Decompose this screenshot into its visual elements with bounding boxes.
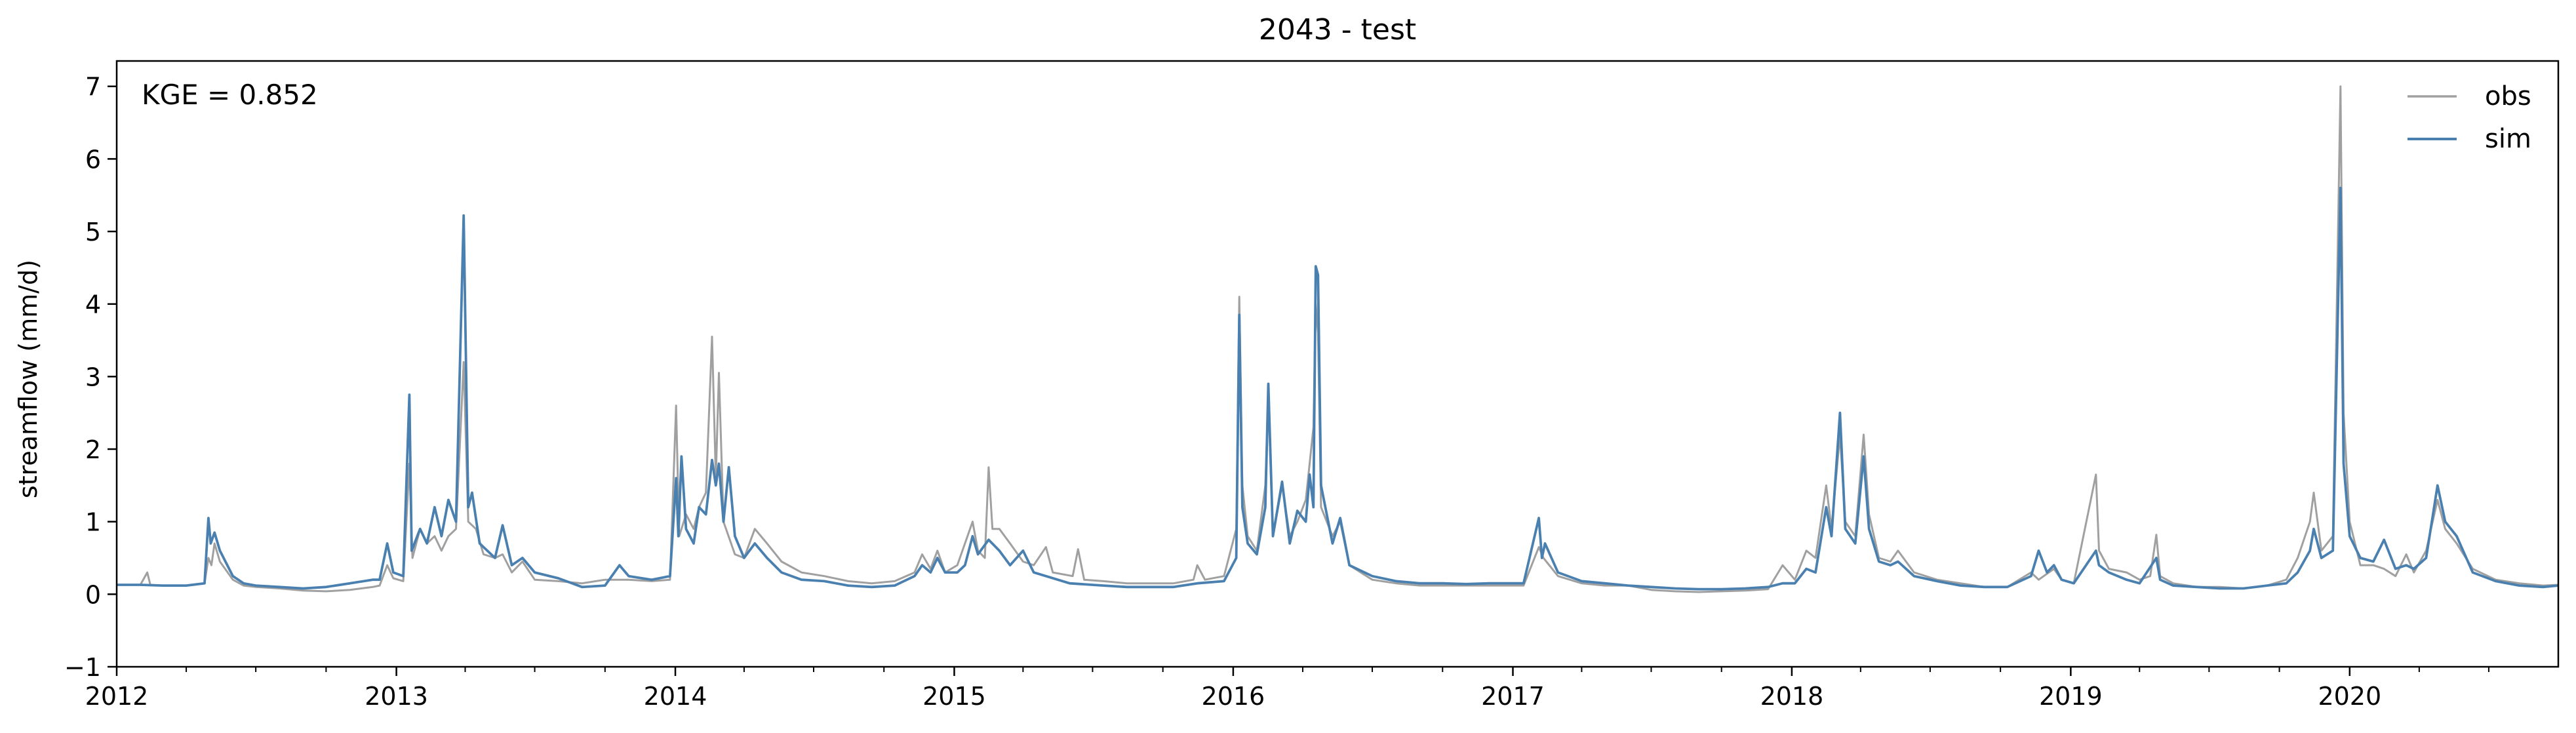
y-tick-label: 3 bbox=[85, 363, 101, 391]
y-tick-label: 0 bbox=[85, 580, 101, 609]
legend: obs sim bbox=[2408, 81, 2531, 154]
x-tick-label: 2012 bbox=[85, 682, 149, 711]
y-tick-label: 7 bbox=[85, 73, 101, 102]
x-tick-label: 2020 bbox=[2318, 682, 2381, 711]
y-tick-label: 6 bbox=[85, 145, 101, 174]
x-tick-label: 2013 bbox=[365, 682, 428, 711]
x-axis-minor-ticks bbox=[186, 667, 2489, 672]
y-tick-label: 1 bbox=[85, 508, 101, 537]
x-tick-label: 2019 bbox=[2039, 682, 2103, 711]
legend-label-sim: sim bbox=[2485, 124, 2531, 154]
x-tick-label: 2016 bbox=[1202, 682, 1265, 711]
series-layer bbox=[117, 85, 2558, 593]
y-tick-label: 4 bbox=[85, 290, 101, 319]
kge-annotation: KGE = 0.852 bbox=[142, 79, 318, 111]
series-line-sim bbox=[117, 186, 2558, 591]
plot-frame bbox=[115, 60, 2560, 668]
x-tick-label: 2018 bbox=[1760, 682, 1824, 711]
x-tick-label: 2015 bbox=[922, 682, 986, 711]
y-tick-label: 2 bbox=[85, 435, 101, 464]
chart-title: 2043 - test bbox=[1259, 13, 1416, 47]
y-axis-ticks: −1 0 1 2 3 4 5 6 7 bbox=[64, 73, 117, 682]
y-axis-label: streamflow (mm/d) bbox=[14, 260, 43, 498]
x-tick-label: 2014 bbox=[644, 682, 707, 711]
x-tick-label: 2017 bbox=[1481, 682, 1545, 711]
series-line-obs bbox=[117, 85, 2558, 593]
legend-label-obs: obs bbox=[2485, 81, 2531, 111]
y-tick-label: 5 bbox=[85, 218, 101, 247]
y-tick-label: −1 bbox=[64, 653, 101, 682]
x-axis-ticks: 2012 2013 2014 2015 2016 2017 2018 2019 2020 bbox=[85, 667, 2381, 711]
